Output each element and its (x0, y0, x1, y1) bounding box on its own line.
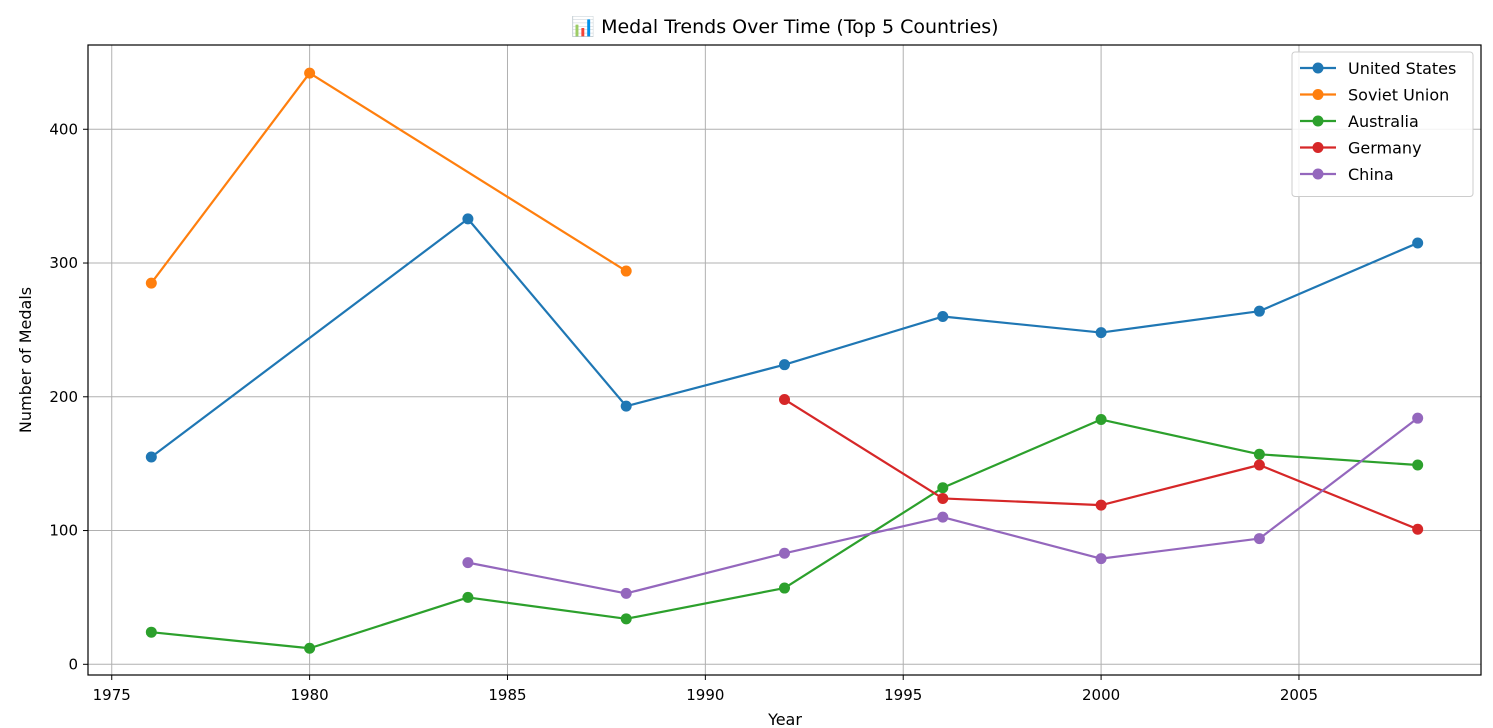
germany-data-point (1253, 459, 1265, 471)
legend-label: Germany (1348, 139, 1422, 158)
germany-data-point (1095, 499, 1107, 511)
grid-lines (88, 45, 1481, 675)
legend: United States Soviet Union Australia German… (1291, 51, 1474, 197)
axis-ticks: 1975 1980 1985 1990 1995 2000 2005 0 100 200 300 40… (49, 120, 1318, 704)
united-states-data-point (620, 400, 632, 412)
x-tick-label: 1980 (291, 686, 329, 704)
legend-label: Australia (1348, 112, 1419, 131)
legend-marker (1312, 62, 1324, 74)
soviet-union-data-point (304, 67, 316, 79)
legend-item-australia: Australia (1300, 112, 1419, 131)
australia-data-point (1253, 448, 1265, 460)
australia-data-point (620, 613, 632, 625)
china-data-point (462, 557, 474, 569)
y-tick-label: 100 (49, 522, 78, 540)
australia-line (151, 418, 1418, 650)
y-tick-label: 0 (68, 655, 78, 673)
plot-frame (87, 44, 1482, 676)
series-germany (779, 393, 1424, 535)
germany-data-point (1412, 523, 1424, 535)
united-states-data-point (937, 311, 949, 323)
x-axis-label: Year (767, 710, 802, 728)
soviet-union-line (150, 71, 627, 284)
legend-label: China (1348, 165, 1394, 184)
legend-marker (1312, 142, 1324, 153)
united-states-data-point (1253, 305, 1265, 317)
united-states-data-point (145, 451, 157, 463)
series-soviet-union (145, 67, 632, 289)
china-data-point (620, 587, 632, 599)
x-tick-label: 1975 (93, 686, 131, 704)
united-states-line (150, 217, 1419, 458)
series-lines (145, 67, 1424, 654)
legend-item-soviet-union: Soviet Union (1300, 86, 1449, 105)
legend-marker (1312, 115, 1324, 127)
australia-data-point (462, 591, 474, 603)
x-tick-label: 1985 (488, 686, 526, 704)
china-data-point (1412, 412, 1424, 424)
united-states-data-point (779, 359, 790, 371)
y-axis-label: Number of Medals (16, 287, 35, 433)
legend-marker (1312, 168, 1324, 180)
united-states-data-point (462, 213, 474, 225)
legend-marker (1312, 89, 1324, 100)
australia-data-point (1095, 414, 1107, 426)
series-australia (145, 414, 1424, 654)
australia-data-point (779, 582, 790, 594)
chart-title: 📊 Medal Trends Over Time (Top 5 Countrie… (571, 15, 998, 38)
china-data-point (779, 547, 790, 559)
australia-data-point (304, 642, 316, 654)
x-tick-label: 1995 (884, 686, 922, 704)
y-tick-label: 200 (49, 388, 78, 406)
legend-label: United States (1348, 59, 1456, 78)
x-tick-label: 2000 (1082, 686, 1120, 704)
united-states-data-point (1095, 327, 1107, 339)
legend-label: Soviet Union (1348, 86, 1449, 105)
germany-data-point (937, 492, 949, 504)
australia-data-point (1412, 459, 1424, 471)
y-tick-label: 300 (49, 254, 78, 272)
legend-box (1291, 51, 1474, 197)
china-data-point (1095, 553, 1107, 565)
germany-data-point (779, 393, 790, 405)
x-tick-label: 1990 (686, 686, 724, 704)
series-united-states (145, 213, 1424, 463)
soviet-union-data-point (145, 277, 157, 289)
china-data-point (937, 511, 949, 523)
y-tick-label: 400 (49, 120, 78, 138)
legend-item-united-states: United States (1300, 59, 1456, 78)
china-data-point (1253, 533, 1265, 545)
series-china (462, 412, 1424, 599)
australia-data-point (937, 482, 949, 494)
united-states-data-point (1412, 237, 1424, 249)
legend-item-china: China (1300, 165, 1394, 184)
x-tick-label: 2005 (1280, 686, 1318, 704)
china-line (467, 417, 1419, 595)
australia-data-point (145, 626, 157, 638)
soviet-union-data-point (620, 265, 632, 277)
legend-item-germany: Germany (1300, 139, 1422, 158)
